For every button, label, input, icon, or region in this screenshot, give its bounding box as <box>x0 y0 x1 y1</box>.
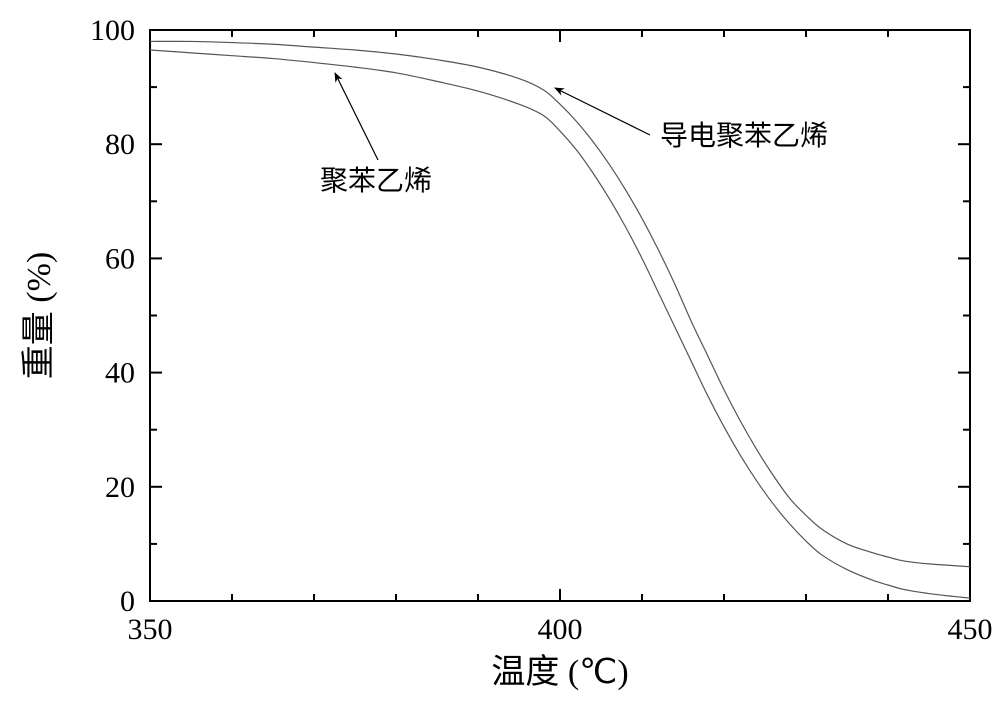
annotation-label: 导电聚苯乙烯 <box>660 120 828 152</box>
annotation-arrow <box>335 73 378 160</box>
annotation-label: 聚苯乙烯 <box>320 165 432 197</box>
x-tick-label: 450 <box>948 613 993 646</box>
y-axis-title: 重量 (%) <box>21 252 58 379</box>
y-tick-label: 20 <box>105 471 135 504</box>
x-tick-label: 400 <box>538 613 583 646</box>
y-tick-label: 40 <box>105 357 135 390</box>
x-axis-title: 温度 (℃) <box>491 653 628 691</box>
plot-border <box>150 30 970 601</box>
y-tick-label: 60 <box>105 242 135 275</box>
tga-chart: 350400450020406080100温度 (℃)重量 (%)导电聚苯乙烯聚… <box>0 0 1000 701</box>
annotation-arrow <box>555 88 650 135</box>
y-tick-label: 80 <box>105 128 135 161</box>
series-聚苯乙烯 <box>150 50 970 598</box>
series-导电聚苯乙烯 <box>150 41 970 566</box>
y-tick-label: 100 <box>90 14 135 47</box>
y-tick-label: 0 <box>120 585 135 618</box>
